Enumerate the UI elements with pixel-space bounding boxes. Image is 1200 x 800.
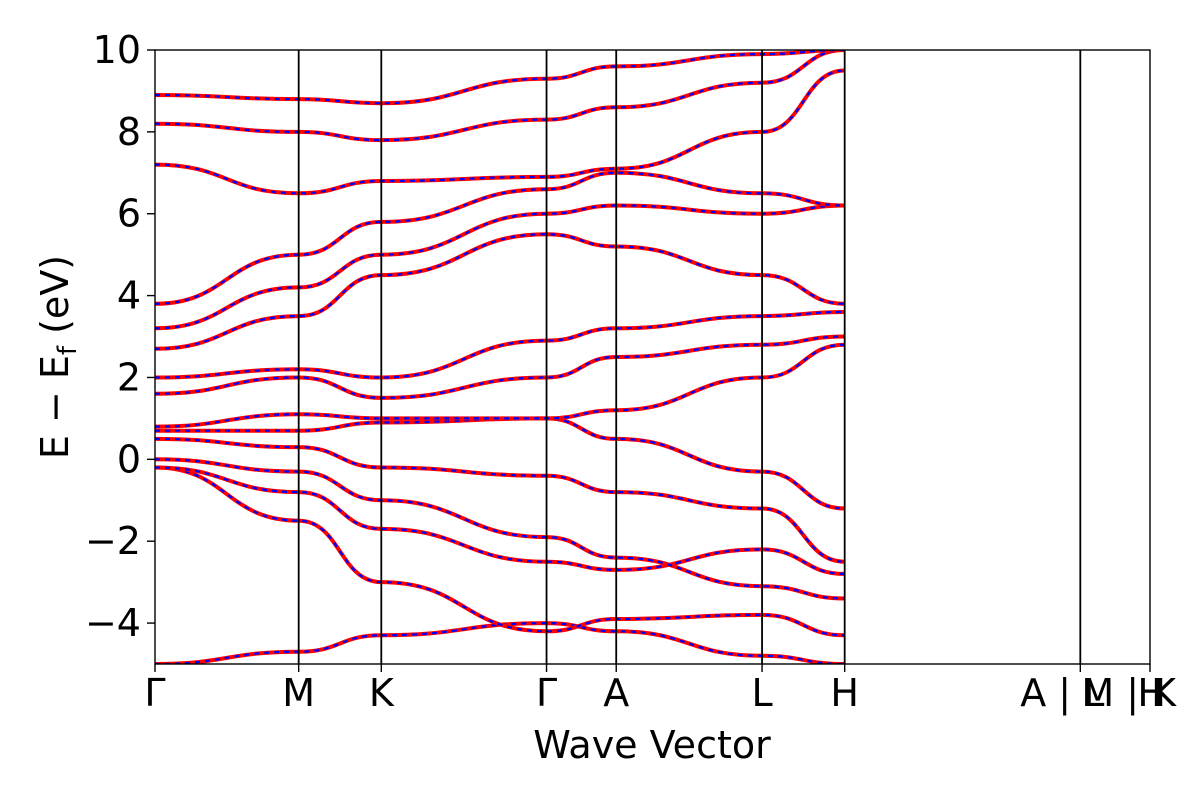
band-line-solid [155,457,845,601]
x-tick-label: L [751,671,772,715]
band-line-dashed [155,50,845,142]
x-tick-label: A | L [1020,671,1104,716]
band-line-solid [155,621,845,664]
y-tick-label: −2 [85,519,141,563]
x-tick-label: Γ [144,671,165,715]
y-axis-label: E − Ef (eV) [33,255,83,459]
band-line-dashed [155,310,845,379]
band-line-dashed [155,171,845,305]
band-line-solid [155,436,845,564]
x-tick-label: K [369,671,395,715]
y-tick-label: 8 [117,110,141,154]
x-tick-label: H [1137,671,1166,715]
x-tick-label: A [603,671,629,715]
band-line-solid [155,342,845,429]
band-line-solid [155,416,845,511]
x-tick-label: M [282,671,315,715]
band-line-dashed [155,50,845,105]
y-tick-label: 6 [117,192,141,236]
y-tick-label: 2 [117,355,141,399]
band-line-dashed [155,233,845,350]
x-tick-label: Γ [536,671,557,715]
band-line-dashed [155,458,845,600]
y-axis-label-subscript: f [53,345,83,355]
y-tick-label: −4 [85,601,141,645]
y-tick-label: 10 [93,28,141,72]
band-line-solid [155,203,845,331]
high-symmetry-lines [297,50,1082,664]
x-tick-label: M | K [1081,671,1177,716]
x-axis-label: Wave Vector [533,723,771,767]
band-line-solid [155,465,845,638]
y-tick-label: 4 [117,274,141,318]
y-tick-label: 0 [117,437,141,481]
band-line-dashed [155,204,845,330]
plot-frame [154,49,1151,665]
y-axis-ticks: 10 8 6 4 2 0 −2 −4 [85,28,155,645]
band-line-dashed [155,621,845,664]
band-line-solid [155,50,845,143]
band-line-dashed [155,466,845,575]
bands-layer [155,50,845,664]
x-tick-label: H [830,671,859,715]
band-line-dashed [155,437,845,563]
y-axis-label-main: E − E [33,355,77,459]
band-line-dashed [155,335,845,400]
band-line-solid [155,50,845,106]
y-axis-label-unit: (eV) [33,255,77,346]
